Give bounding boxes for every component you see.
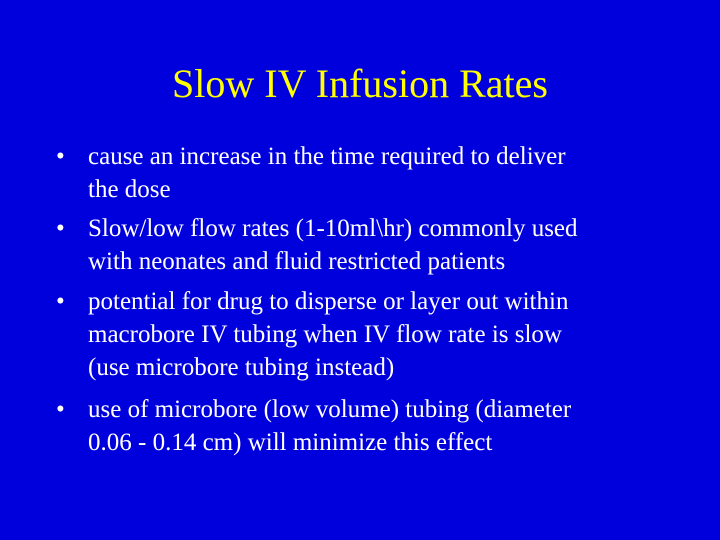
slide-title: Slow IV Infusion Rates — [172, 61, 548, 106]
bullet-text: potential for drug to disperse or layer … — [88, 288, 569, 315]
bullet-text: use of microbore (low volume) tubing (di… — [88, 396, 572, 423]
bullet-text: the dose — [88, 176, 171, 203]
bullet-text: cause an increase in the time required t… — [88, 143, 566, 170]
bullet-item: • cause an increase in the time required … — [56, 140, 696, 206]
bullet-text: macrobore IV tubing when IV flow rate is… — [88, 321, 562, 348]
bullet-text: 0.06 - 0.14 cm) will minimize this effec… — [88, 429, 493, 456]
bullet-text: with neonates and fluid restricted patie… — [88, 248, 506, 275]
bullet-text: (use microbore tubing instead) — [88, 354, 395, 381]
bullet-marker: • — [56, 288, 65, 315]
bullet-marker: • — [56, 215, 65, 242]
bullet-marker: • — [56, 143, 65, 170]
bullet-item: • potential for drug to disperse or layer… — [56, 285, 696, 384]
bullet-text: Slow/low flow rates (1-10ml\hr) commonly… — [88, 215, 578, 242]
bullet-marker: • — [56, 396, 65, 423]
bullet-item: • Slow/low flow rates (1-10ml\hr) commonl… — [56, 212, 696, 278]
bullet-item: • use of microbore (low volume) tubing (d… — [56, 393, 696, 459]
